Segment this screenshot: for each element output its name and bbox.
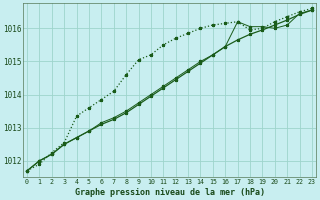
X-axis label: Graphe pression niveau de la mer (hPa): Graphe pression niveau de la mer (hPa): [75, 188, 265, 197]
